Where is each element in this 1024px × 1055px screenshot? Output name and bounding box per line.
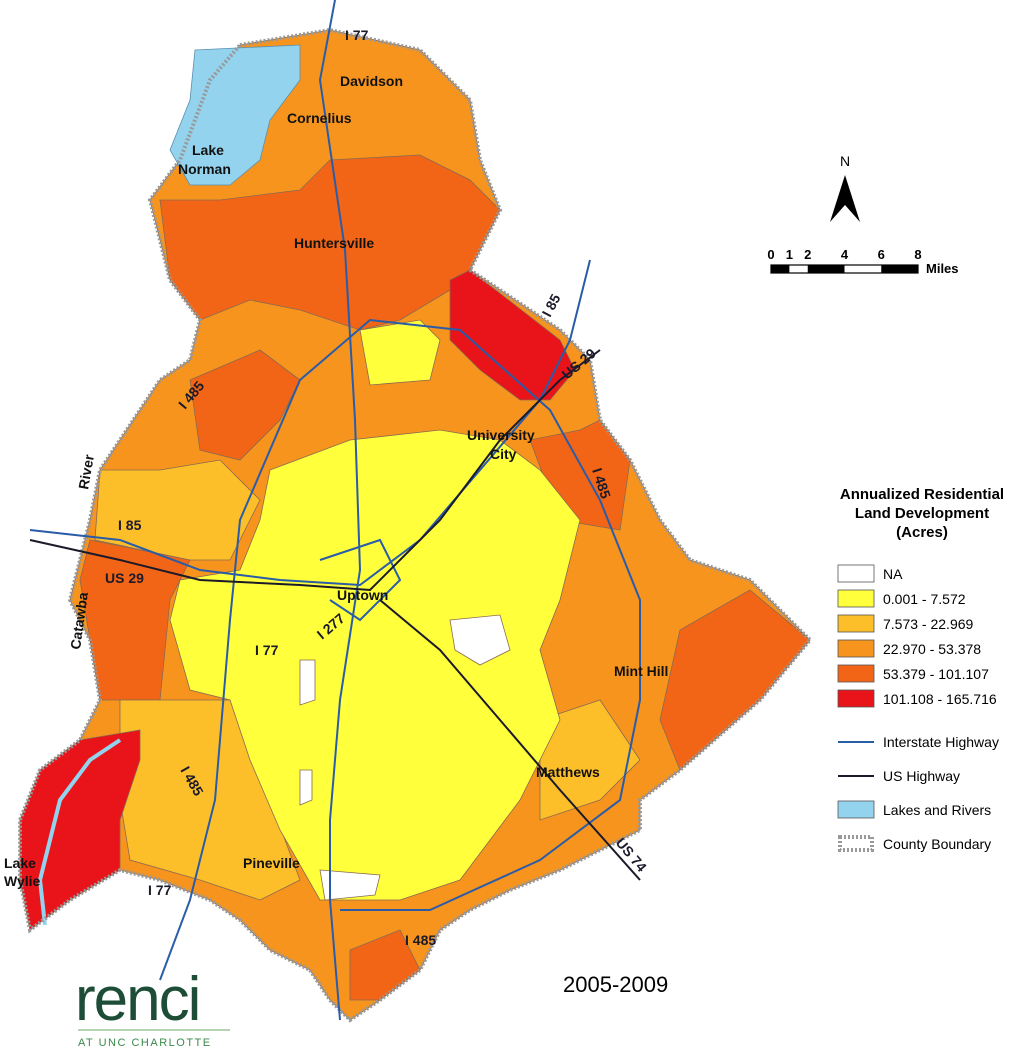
legend-label: 101.108 - 165.716	[883, 691, 997, 707]
place-label: Pineville	[243, 855, 300, 871]
legend-swatch	[837, 800, 875, 819]
legend: Annualized Residential Land Development (A…	[837, 486, 1004, 852]
place-label: Lake	[192, 142, 224, 158]
legend-swatch	[837, 689, 875, 708]
region	[319, 869, 381, 901]
highway-label: I 77	[255, 642, 279, 658]
legend-label: NA	[883, 566, 903, 582]
interstate	[318, 0, 362, 1021]
scale-tick-label: 0	[767, 247, 774, 262]
place-label: River	[75, 453, 97, 491]
highway-label: I 77	[148, 882, 172, 898]
region	[19, 729, 141, 931]
highway-label: I 85	[539, 291, 564, 319]
region	[359, 319, 441, 386]
scale-tick-label: 8	[914, 247, 921, 262]
region	[449, 614, 511, 666]
legend-swatch	[837, 564, 875, 583]
place-label: Davidson	[340, 73, 403, 89]
legend-swatch	[837, 589, 875, 608]
logo-subtitle: AT UNC CHARLOTTE	[78, 1037, 212, 1049]
scale-tick-label: 2	[804, 247, 811, 262]
legend-swatch	[837, 664, 875, 683]
region	[539, 699, 641, 821]
north-arrow	[830, 175, 860, 222]
us-highway	[379, 599, 641, 881]
period: 2005-2009	[563, 972, 668, 997]
scale-unit: Miles	[926, 261, 959, 276]
highway-label: I 77	[345, 27, 369, 43]
region	[449, 269, 576, 401]
region	[299, 769, 313, 806]
region	[189, 349, 301, 461]
us-highway	[29, 349, 601, 592]
legend-swatch	[837, 639, 875, 658]
place-label: Catawba	[67, 591, 91, 650]
interstate	[159, 318, 641, 981]
place-label: Mint Hill	[614, 663, 668, 679]
legend-label: 0.001 - 7.572	[883, 591, 966, 607]
region	[299, 659, 316, 706]
scale-segment	[881, 265, 918, 273]
place-label: Matthews	[536, 764, 600, 780]
interstate	[29, 259, 591, 587]
highway-label: I 85	[118, 517, 142, 533]
region	[169, 429, 581, 901]
lake-norman	[169, 44, 301, 186]
logo: renci	[75, 965, 199, 1034]
legend-swatch	[837, 614, 875, 633]
legend-label: Interstate Highway	[883, 734, 999, 750]
legend-swatch	[838, 835, 874, 852]
scale-segment	[771, 265, 790, 273]
legend-label: 22.970 - 53.378	[883, 641, 981, 657]
legend-label: County Boundary	[883, 836, 991, 852]
scale-tick-label: 1	[786, 247, 793, 262]
legend-title: (Acres)	[896, 524, 948, 541]
legend-label: 7.573 - 22.969	[883, 616, 974, 632]
place-label: Norman	[178, 161, 231, 177]
scale-tick-label: 4	[841, 247, 849, 262]
lake-wylie	[37, 738, 122, 926]
legend-title: Land Development	[855, 505, 989, 522]
legend-label: Lakes and Rivers	[883, 802, 991, 818]
interstate	[319, 538, 402, 622]
region	[94, 459, 261, 561]
highway-label: US 29	[105, 570, 144, 586]
place-label: City	[490, 446, 517, 462]
highway-label: I 485	[405, 932, 436, 948]
place-label: Uptown	[337, 587, 388, 603]
place-label: University	[467, 427, 535, 443]
legend-label: 53.379 - 101.107	[883, 666, 989, 682]
scale-segment	[807, 265, 845, 273]
place-label: Cornelius	[287, 110, 352, 126]
legend-label: US Highway	[883, 768, 960, 784]
place-label: Wylie	[4, 873, 41, 889]
north-label: N	[840, 153, 850, 169]
place-label: Huntersville	[294, 235, 374, 251]
place-label: Lake	[4, 855, 36, 871]
legend-title: Annualized Residential	[840, 486, 1004, 503]
scale-tick-label: 6	[878, 247, 885, 262]
